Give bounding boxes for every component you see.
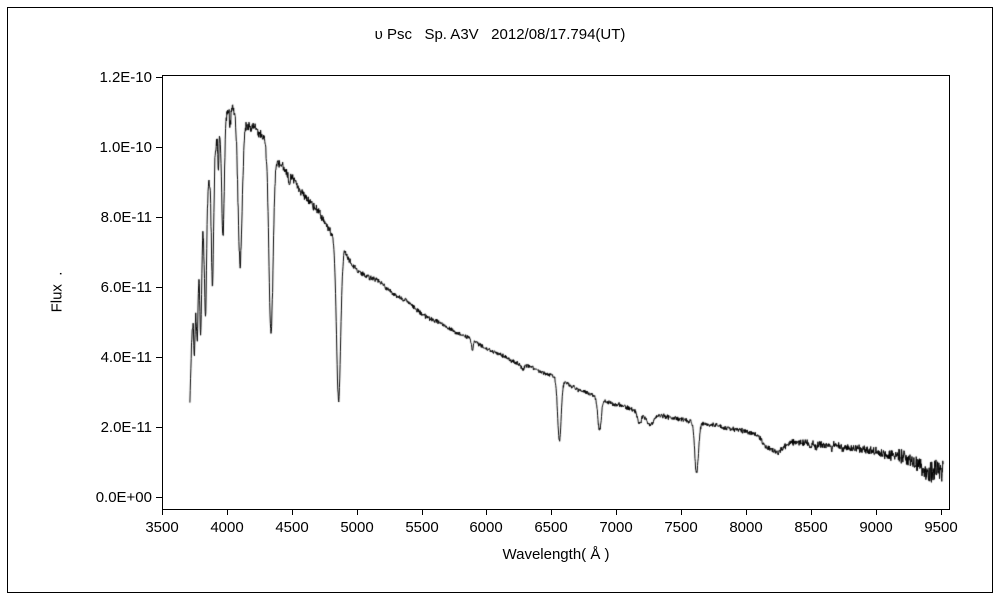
x-tick-label: 7000: [599, 519, 633, 536]
x-tick-mark: [746, 510, 747, 515]
y-tick-mark: [156, 217, 162, 218]
y-tick-label: 8.0E-11: [100, 209, 152, 226]
y-tick-mark: [156, 357, 162, 358]
x-tick-label: 4500: [275, 519, 309, 536]
x-tick-label: 6500: [534, 519, 568, 536]
x-tick-mark: [162, 510, 163, 515]
x-tick-label: 7500: [664, 519, 698, 536]
x-tick-mark: [876, 510, 877, 515]
x-tick-mark: [681, 510, 682, 515]
y-tick-label: 2.0E-11: [100, 419, 152, 436]
y-tick-mark: [156, 497, 162, 498]
y-tick-label: 0.0E+00: [95, 489, 152, 506]
x-tick-mark: [486, 510, 487, 515]
y-tick-mark: [156, 427, 162, 428]
x-tick-label: 9500: [924, 519, 958, 536]
x-tick-mark: [551, 510, 552, 515]
x-tick-label: 5500: [405, 519, 439, 536]
x-tick-label: 3500: [145, 519, 179, 536]
x-axis-label: Wavelength( Å ): [502, 546, 610, 563]
x-tick-mark: [292, 510, 293, 515]
x-tick-label: 4000: [210, 519, 244, 536]
x-tick-label: 5000: [340, 519, 374, 536]
x-tick-label: 6000: [469, 519, 503, 536]
x-tick-mark: [422, 510, 423, 515]
x-tick-mark: [227, 510, 228, 515]
x-tick-label: 8500: [794, 519, 828, 536]
x-tick-mark: [941, 510, 942, 515]
x-tick-label: 9000: [859, 519, 893, 536]
y-tick-label: 1.2E-10: [99, 69, 152, 86]
y-tick-mark: [156, 77, 162, 78]
y-tick-label: 6.0E-11: [100, 279, 152, 296]
y-tick-label: 4.0E-11: [100, 349, 152, 366]
plot-frame: [162, 75, 950, 510]
x-tick-mark: [616, 510, 617, 515]
x-tick-label: 8000: [729, 519, 763, 536]
y-tick-mark: [156, 287, 162, 288]
x-tick-mark: [357, 510, 358, 515]
x-tick-mark: [811, 510, 812, 515]
y-tick-mark: [156, 147, 162, 148]
chart-title: υ Psc Sp. A3V 2012/08/17.794(UT): [374, 26, 626, 43]
y-tick-label: 1.0E-10: [99, 139, 152, 156]
